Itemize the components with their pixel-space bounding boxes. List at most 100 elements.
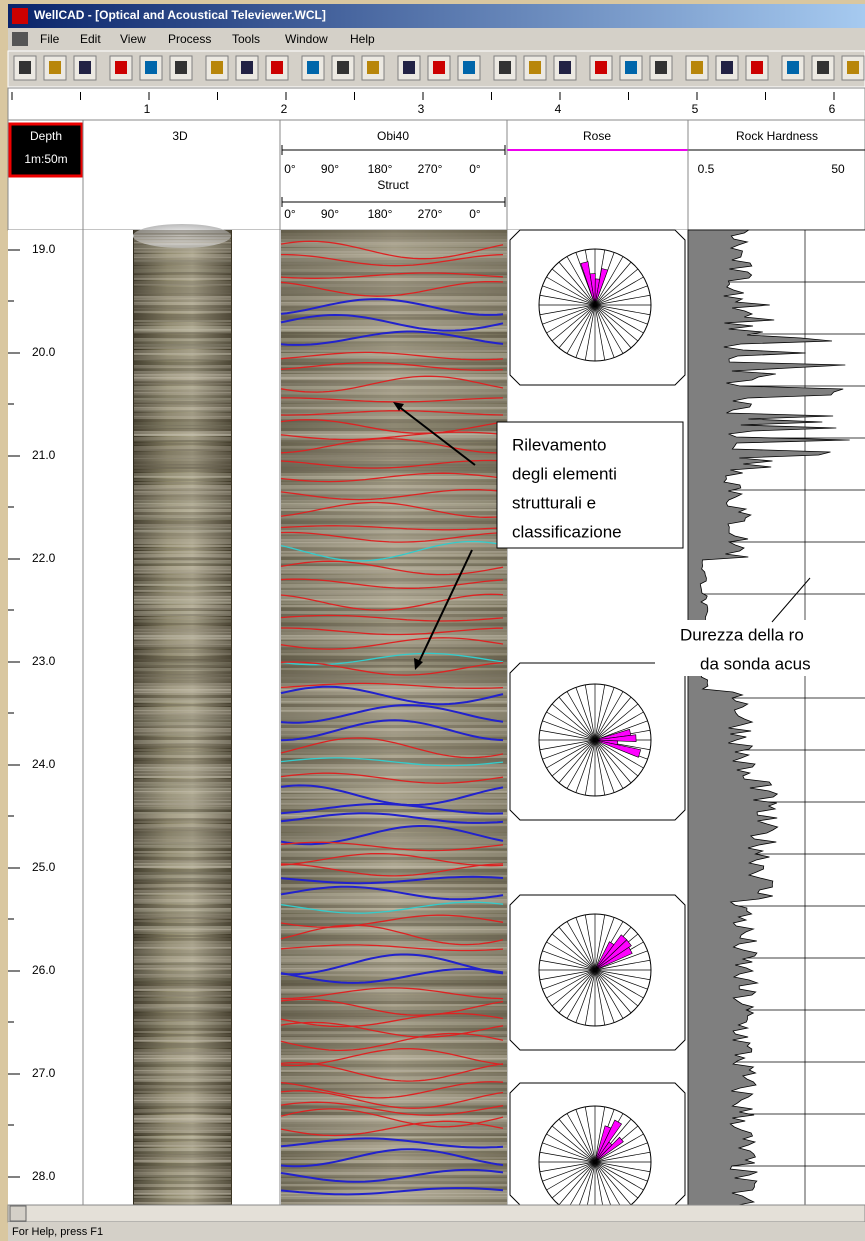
stratum (134, 692, 231, 695)
stratum (134, 419, 231, 422)
stratum (134, 896, 231, 899)
stratum (134, 638, 231, 641)
stratum (134, 323, 231, 325)
stratum (281, 746, 507, 749)
h-scrollbar[interactable] (8, 1205, 865, 1222)
stratum (134, 470, 231, 472)
stratum (134, 353, 231, 356)
toolbar-icon (595, 61, 607, 74)
stratum (134, 713, 231, 716)
stratum (134, 539, 231, 542)
toolbar-icon (241, 61, 253, 74)
stratum (134, 647, 231, 649)
stratum (281, 470, 507, 473)
stratum (281, 242, 507, 245)
depth-label: 24.0 (32, 757, 56, 771)
stratum (281, 818, 507, 821)
stratum (281, 677, 507, 680)
stratum (134, 614, 231, 616)
stratum (134, 1160, 231, 1163)
rose-header: Rose (583, 129, 611, 143)
stratum (281, 1103, 507, 1105)
scroll-left[interactable] (10, 1206, 26, 1221)
menu-item[interactable]: View (120, 32, 146, 46)
window-title: WellCAD - [Optical and Acoustical Televi… (34, 8, 326, 22)
page: WellCAD - [Optical and Acoustical Televi… (0, 0, 865, 1241)
stratum (281, 1001, 507, 1004)
stratum (134, 749, 231, 751)
stratum (281, 611, 507, 614)
stratum (134, 1010, 231, 1012)
toolbar-icon (211, 61, 223, 74)
stratum (134, 266, 231, 269)
depth-label: 21.0 (32, 448, 56, 462)
menu-item[interactable]: Window (285, 32, 328, 46)
stratum (134, 572, 231, 574)
menu-item[interactable]: Tools (232, 32, 260, 46)
stratum (134, 248, 231, 251)
stratum (281, 650, 507, 653)
stratum (281, 1184, 507, 1186)
stratum (134, 251, 231, 253)
stratum (134, 320, 231, 322)
stratum (134, 1112, 231, 1114)
stratum (134, 551, 231, 554)
stratum (281, 659, 507, 662)
stratum (281, 443, 507, 445)
angle-tick-label: 0° (284, 162, 296, 176)
stratum (134, 1148, 231, 1151)
stratum (134, 1025, 231, 1028)
menu-item[interactable]: Edit (80, 32, 101, 46)
stratum (134, 563, 231, 566)
stratum (281, 350, 507, 352)
stratum (134, 776, 231, 778)
stratum (134, 683, 231, 686)
stratum (134, 359, 231, 362)
toolbar-icon (49, 61, 61, 74)
stratum (281, 797, 507, 799)
stratum (134, 578, 231, 581)
stratum (134, 1001, 231, 1004)
stratum (281, 245, 507, 247)
stratum (134, 881, 231, 884)
stratum (281, 1136, 507, 1138)
stratum (281, 1166, 507, 1169)
stratum (134, 263, 231, 265)
toolbar-icon (463, 61, 475, 74)
menu-item[interactable]: Process (168, 32, 211, 46)
depth-label: 28.0 (32, 1169, 56, 1183)
toolbar-icon (847, 61, 859, 74)
toolbar-icon (655, 61, 667, 74)
stratum (134, 1175, 231, 1178)
stratum (281, 440, 507, 442)
stratum (134, 332, 231, 335)
stratum (134, 443, 231, 445)
stratum (281, 1010, 507, 1013)
angle-tick-label: 180° (368, 162, 393, 176)
angle-tick-label: 0° (284, 207, 296, 221)
stratum (134, 1040, 231, 1042)
menu-item[interactable]: Help (350, 32, 375, 46)
stratum (134, 1181, 231, 1184)
menu-item[interactable]: File (40, 32, 60, 46)
stratum (134, 917, 231, 919)
angle-tick-label: 270° (418, 162, 443, 176)
depth-label: 26.0 (32, 963, 56, 977)
doc-icon (12, 32, 28, 46)
stratum (134, 998, 231, 1001)
app-icon (12, 8, 28, 24)
stratum (281, 1076, 507, 1079)
stratum (134, 911, 231, 915)
stratum (134, 275, 231, 278)
stratum (281, 689, 507, 692)
stratum (281, 728, 507, 731)
stratum (134, 365, 231, 368)
toolbar-icon (337, 61, 349, 74)
stratum (281, 938, 507, 941)
ruler-label: 5 (692, 102, 699, 116)
toolbar-icon (433, 61, 445, 74)
stratum (281, 605, 507, 607)
annotation-text: Rilevamento (512, 435, 607, 454)
stratum (134, 1061, 231, 1064)
stratum (134, 929, 231, 932)
